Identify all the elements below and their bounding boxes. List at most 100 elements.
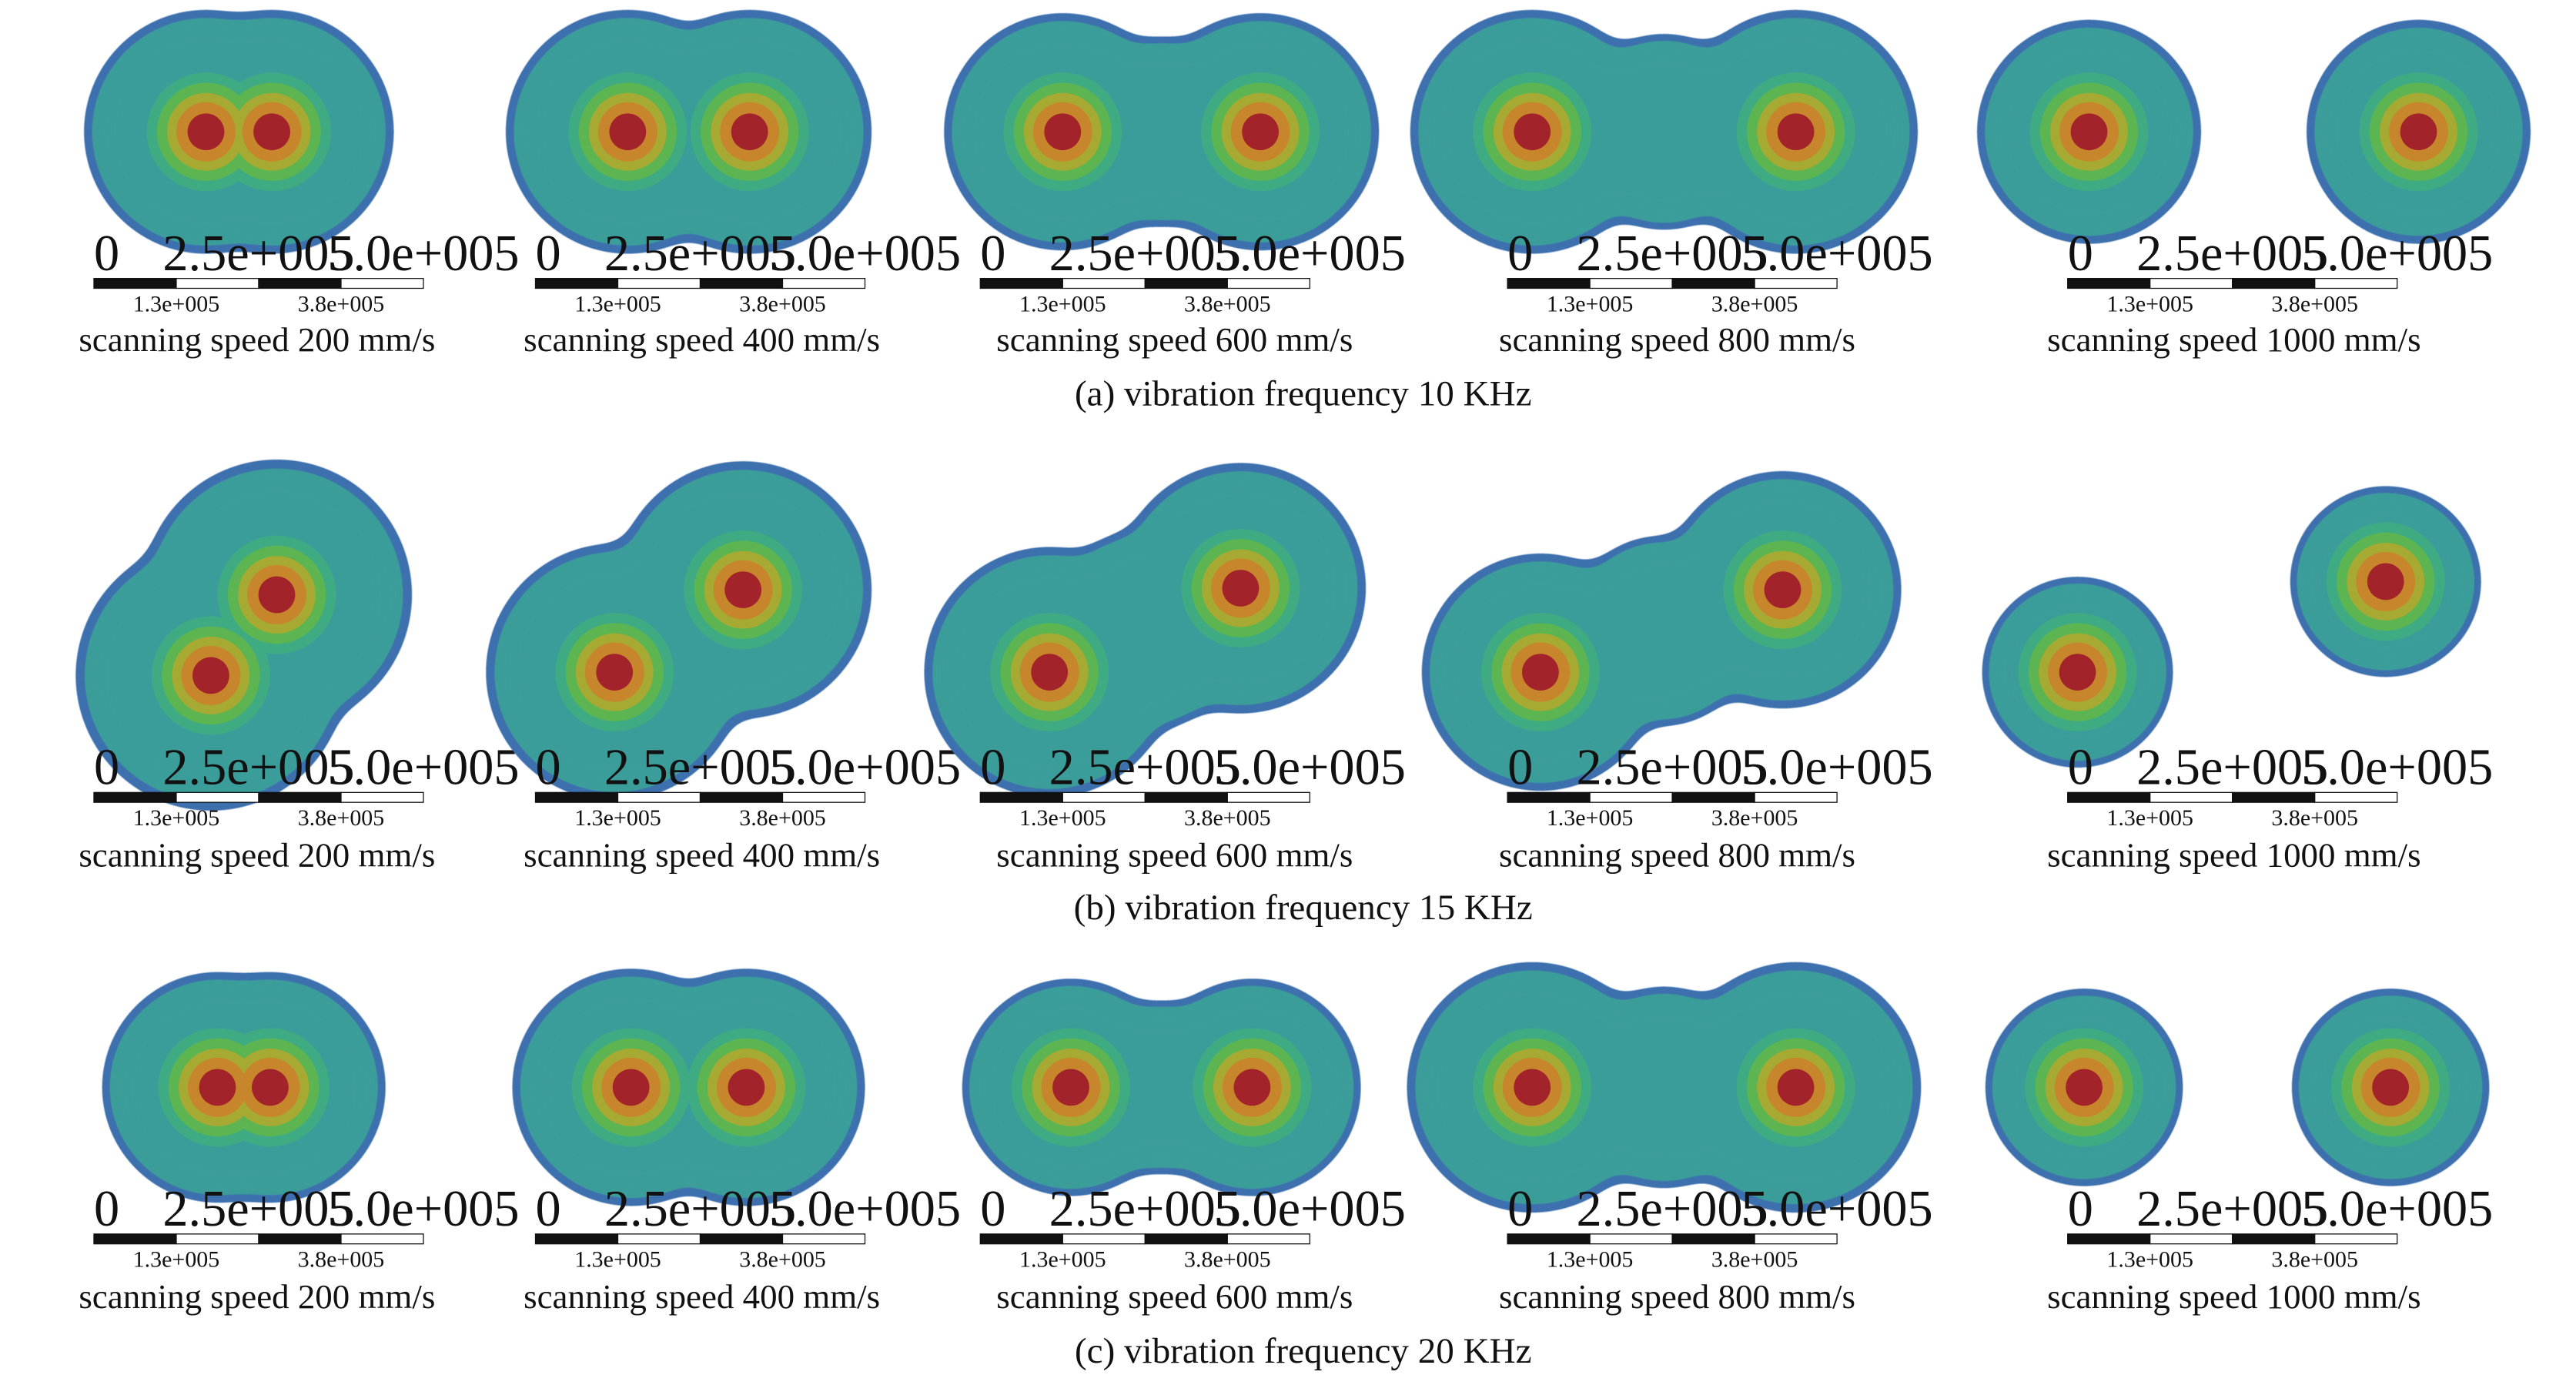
scale-top-label: 2.5e+005	[604, 226, 796, 282]
scale-top-label: 5.0e+005	[769, 1181, 961, 1237]
scale-top-label: 0	[1507, 1181, 1533, 1237]
scale-bottom-label: 1.3e+005	[2106, 291, 2193, 316]
row-caption: (a) vibration frequency 10 KHz	[1075, 373, 1531, 413]
scale-bottom-label: 3.8e+005	[739, 1247, 826, 1273]
speed-label: scanning speed 400 mm/s	[524, 320, 880, 359]
scale-bottom-label: 1.3e+005	[574, 1247, 661, 1273]
scale-bottom-label: 1.3e+005	[1547, 1247, 1634, 1273]
speed-label: scanning speed 800 mm/s	[1499, 836, 1855, 875]
scale-bottom-label: 1.3e+005	[1019, 291, 1106, 316]
scale-bottom-label: 1.3e+005	[574, 291, 661, 316]
scale-top-label: 2.5e+005	[1576, 740, 1768, 796]
scale-top-label: 2.5e+005	[604, 740, 796, 796]
scale-top-label: 2.5e+005	[604, 1181, 796, 1237]
scale-bottom-label: 1.3e+005	[1547, 805, 1634, 831]
scale-top-label: 5.0e+005	[1741, 740, 1932, 796]
scale-top-label: 5.0e+005	[327, 740, 519, 796]
scale-bottom-label: 3.8e+005	[1184, 805, 1271, 831]
scale-top-label: 0	[2068, 226, 2093, 282]
scale-top-label: 0	[980, 226, 1005, 282]
scale-top-label: 2.5e+005	[162, 740, 354, 796]
scale-top-label: 0	[536, 1181, 561, 1237]
scale-top-label: 5.0e+005	[2301, 226, 2493, 282]
scale-top-label: 5.0e+005	[2301, 1181, 2493, 1237]
scale-top-label: 2.5e+005	[162, 1181, 354, 1237]
scale-bottom-label: 1.3e+005	[133, 291, 220, 316]
scale-top-label: 2.5e+005	[1576, 1181, 1768, 1237]
scale-bottom-label: 3.8e+005	[1184, 1247, 1271, 1273]
scale-top-label: 0	[1507, 740, 1533, 796]
scale-top-label: 5.0e+005	[327, 1181, 519, 1237]
scale-bottom-label: 3.8e+005	[1184, 291, 1271, 316]
scale-top-label: 2.5e+005	[2136, 226, 2328, 282]
scale-top-label: 5.0e+005	[1741, 1181, 1932, 1237]
scale-bottom-label: 3.8e+005	[1711, 1247, 1798, 1273]
scale-bottom-label: 1.3e+005	[1547, 291, 1634, 316]
scale-top-label: 0	[94, 740, 119, 796]
speed-label: scanning speed 800 mm/s	[1499, 320, 1855, 359]
scale-top-label: 0	[536, 740, 561, 796]
scale-top-label: 0	[2068, 740, 2093, 796]
row-caption: (b) vibration frequency 15 KHz	[1074, 888, 1533, 928]
scale-bottom-label: 3.8e+005	[2271, 1247, 2358, 1273]
scale-bottom-label: 1.3e+005	[1019, 805, 1106, 831]
scale-top-label: 5.0e+005	[1214, 1181, 1406, 1237]
speed-label: scanning speed 1000 mm/s	[2047, 1277, 2421, 1316]
speed-label: scanning speed 800 mm/s	[1499, 1277, 1855, 1316]
scale-bottom-label: 1.3e+005	[133, 1247, 220, 1273]
scale-top-label: 0	[94, 1181, 119, 1237]
scale-bottom-label: 3.8e+005	[298, 291, 385, 316]
scale-top-label: 5.0e+005	[1214, 226, 1406, 282]
scale-top-label: 5.0e+005	[1741, 226, 1932, 282]
scale-bottom-label: 3.8e+005	[1711, 291, 1798, 316]
scale-bottom-label: 3.8e+005	[2271, 805, 2358, 831]
scale-top-label: 5.0e+005	[2301, 740, 2493, 796]
scale-top-label: 2.5e+005	[2136, 1181, 2328, 1237]
scale-bottom-label: 1.3e+005	[133, 805, 220, 831]
scale-top-label: 0	[94, 226, 119, 282]
speed-label: scanning speed 600 mm/s	[996, 836, 1353, 875]
scale-top-label: 2.5e+005	[2136, 740, 2328, 796]
scale-top-label: 5.0e+005	[769, 226, 961, 282]
scale-top-label: 0	[980, 740, 1005, 796]
speed-label: scanning speed 400 mm/s	[524, 1277, 880, 1316]
scale-bottom-label: 3.8e+005	[298, 805, 385, 831]
scale-top-label: 2.5e+005	[1049, 740, 1241, 796]
scale-bottom-label: 3.8e+005	[1711, 805, 1798, 831]
scale-top-label: 0	[536, 226, 561, 282]
scale-bottom-label: 1.3e+005	[574, 805, 661, 831]
scale-bottom-label: 3.8e+005	[298, 1247, 385, 1273]
speed-label: scanning speed 200 mm/s	[79, 1277, 435, 1316]
scale-top-label: 2.5e+005	[1576, 226, 1768, 282]
scale-bottom-label: 3.8e+005	[739, 291, 826, 316]
speed-label: scanning speed 600 mm/s	[996, 320, 1353, 359]
scale-top-label: 5.0e+005	[1214, 740, 1406, 796]
row-caption: (c) vibration frequency 20 KHz	[1075, 1331, 1531, 1371]
scale-top-label: 2.5e+005	[162, 226, 354, 282]
speed-label: scanning speed 600 mm/s	[996, 1277, 1353, 1316]
speed-label: scanning speed 200 mm/s	[79, 836, 435, 875]
speed-label: scanning speed 1000 mm/s	[2047, 320, 2421, 359]
speed-label: scanning speed 200 mm/s	[79, 320, 435, 359]
scale-bottom-label: 1.3e+005	[1019, 1247, 1106, 1273]
scale-top-label: 0	[980, 1181, 1005, 1237]
speed-label: scanning speed 400 mm/s	[524, 836, 880, 875]
scale-bottom-label: 1.3e+005	[2106, 1247, 2193, 1273]
scale-top-label: 0	[1507, 226, 1533, 282]
